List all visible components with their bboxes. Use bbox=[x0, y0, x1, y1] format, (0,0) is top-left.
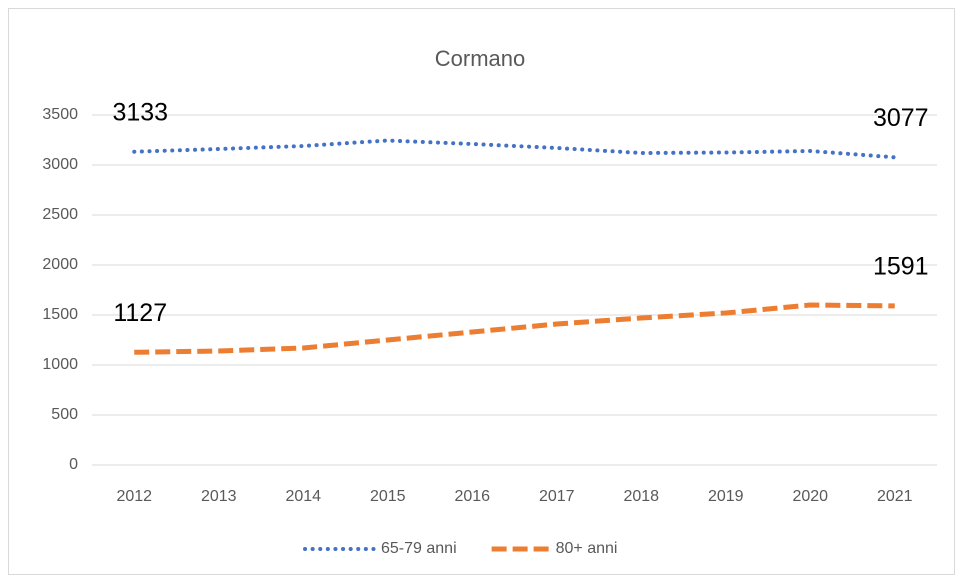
x-tick-label: 2017 bbox=[539, 488, 575, 505]
x-tick-label: 2013 bbox=[201, 488, 237, 505]
legend-label: 80+ anni bbox=[556, 540, 618, 557]
y-tick-label: 3500 bbox=[42, 106, 78, 123]
y-tick-label: 1000 bbox=[42, 356, 78, 373]
series-line bbox=[134, 302, 895, 355]
y-tick-label: 500 bbox=[51, 406, 78, 423]
y-tick-label: 2500 bbox=[42, 206, 78, 223]
y-tick-label: 3000 bbox=[42, 156, 78, 173]
x-tick-label: 2012 bbox=[116, 488, 152, 505]
x-tick-label: 2014 bbox=[285, 488, 321, 505]
x-tick-label: 2015 bbox=[370, 488, 406, 505]
data-label: 3133 bbox=[112, 98, 168, 126]
y-tick-label: 1500 bbox=[42, 306, 78, 323]
x-tick-label: 2018 bbox=[623, 488, 659, 505]
chart-title: Cormano bbox=[435, 46, 525, 71]
series-line bbox=[132, 138, 897, 160]
x-tick-label: 2016 bbox=[454, 488, 490, 505]
x-tick-label: 2019 bbox=[708, 488, 744, 505]
legend-label: 65-79 anni bbox=[381, 540, 457, 557]
data-label: 1127 bbox=[113, 299, 167, 327]
x-tick-label: 2020 bbox=[792, 488, 828, 505]
y-tick-label: 0 bbox=[69, 456, 78, 473]
chart-frame bbox=[8, 8, 955, 575]
data-label: 3077 bbox=[873, 104, 929, 132]
data-label: 1591 bbox=[873, 253, 929, 281]
x-tick-label: 2021 bbox=[877, 488, 913, 505]
y-tick-label: 2000 bbox=[42, 256, 78, 273]
